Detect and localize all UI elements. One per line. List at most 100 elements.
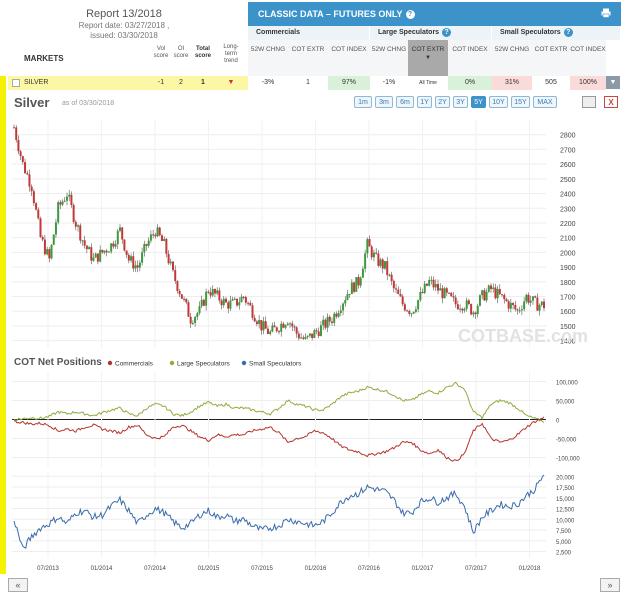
candle: [101, 249, 104, 253]
print-chart-button[interactable]: [582, 96, 596, 108]
candle: [200, 299, 203, 307]
col-comm-index[interactable]: COT INDEX: [328, 40, 370, 76]
range-button-15y[interactable]: 15Y: [511, 96, 530, 108]
candle: [275, 327, 278, 332]
candle: [498, 288, 501, 295]
candle: [459, 308, 462, 310]
candle: [313, 330, 316, 338]
next-button[interactable]: »: [600, 578, 620, 592]
candle: [339, 310, 342, 313]
col-comm-52w[interactable]: 52W CHNG: [248, 40, 288, 76]
candle: [149, 234, 152, 241]
range-button-10y[interactable]: 10Y: [489, 96, 508, 108]
candle: [19, 151, 22, 157]
col-small-52w[interactable]: 52W CHNG: [492, 40, 532, 76]
y-tick-label: 2800: [560, 133, 576, 140]
help-icon[interactable]: ?: [405, 10, 415, 20]
as-of-date: as of 03/30/2018: [62, 100, 115, 107]
candle: [185, 298, 188, 303]
candle: [207, 291, 210, 293]
candle: [37, 209, 40, 219]
col-comm-extr[interactable]: COT EXTR: [288, 40, 328, 76]
candle: [450, 292, 453, 297]
prev-button[interactable]: «: [8, 578, 28, 592]
candle: [540, 301, 543, 306]
range-button-6m[interactable]: 6m: [396, 96, 414, 108]
series-small-speculators: [13, 474, 545, 549]
cot-chart: COT Net Positions Commercials Large Specul…: [12, 357, 580, 572]
candle: [452, 296, 455, 298]
print-icon[interactable]: [601, 8, 611, 18]
range-button-1m[interactable]: 1m: [354, 96, 372, 108]
range-button-max[interactable]: MAX: [533, 96, 557, 108]
candle: [512, 302, 515, 306]
candle: [48, 249, 51, 259]
y-tick-label: 0: [556, 419, 560, 425]
candle: [295, 327, 298, 334]
y-tick-label: 7,500: [556, 529, 572, 535]
range-button-1y[interactable]: 1Y: [417, 96, 432, 108]
candle: [24, 162, 27, 174]
y-tick-label: 100,000: [556, 381, 578, 387]
small-index: 100%: [570, 76, 606, 90]
candle: [79, 225, 82, 241]
help-icon[interactable]: ?: [442, 27, 452, 37]
candle: [286, 323, 289, 326]
candle: [205, 291, 208, 306]
candle: [381, 259, 384, 269]
candle: [262, 321, 265, 331]
range-button-5y[interactable]: 5Y: [471, 96, 486, 108]
y-tick-label: 2,500: [556, 551, 572, 557]
help-icon[interactable]: ?: [563, 27, 573, 37]
dropdown-button[interactable]: ▼: [606, 76, 620, 89]
candle: [280, 323, 283, 332]
candle: [408, 310, 411, 314]
candle: [264, 321, 267, 329]
market-name[interactable]: SILVER: [24, 79, 49, 86]
group-small-speculators: Small Speculators?: [492, 26, 621, 40]
col-large-52w[interactable]: 52W CHNG: [370, 40, 408, 76]
col-small-extr[interactable]: COT EXTR: [532, 40, 570, 76]
candle: [238, 302, 241, 306]
range-button-3y[interactable]: 3Y: [453, 96, 468, 108]
small-extr: 505: [545, 79, 557, 86]
candle: [494, 287, 497, 299]
y-tick-label: 17,500: [556, 486, 575, 492]
candle: [160, 235, 163, 241]
candle: [15, 127, 18, 140]
close-chart-button[interactable]: X: [604, 96, 618, 108]
candle: [353, 282, 356, 292]
col-small-index[interactable]: COT INDEX: [570, 40, 606, 76]
candle: [32, 191, 35, 204]
candle: [350, 282, 353, 295]
candle: [388, 274, 391, 276]
range-button-2y[interactable]: 2Y: [435, 96, 450, 108]
comm-extr: 1: [306, 79, 310, 86]
candle: [414, 309, 417, 312]
col-large-index[interactable]: COT INDEX: [448, 40, 492, 76]
candle: [225, 298, 227, 303]
candle: [92, 257, 95, 261]
legend-marker: [169, 360, 175, 366]
candle: [50, 244, 53, 259]
candle: [74, 221, 77, 227]
candle: [386, 261, 389, 276]
checkbox[interactable]: [12, 76, 20, 90]
col-large-extr[interactable]: COT EXTR ▼: [408, 40, 448, 76]
candle: [315, 330, 318, 332]
candle: [496, 288, 499, 299]
candle: [255, 321, 258, 325]
candle: [461, 308, 464, 311]
candle: [13, 127, 15, 129]
candle: [368, 239, 371, 247]
y-tick-label: 20,000: [556, 475, 575, 481]
report-header: Report 13/2018 Report date: 03/27/2018 ,…: [0, 0, 248, 70]
candle: [476, 305, 479, 315]
range-button-3m[interactable]: 3m: [375, 96, 393, 108]
candle: [216, 290, 219, 294]
market-row[interactable]: SILVER -1 2 1 ▼ -3% 1 97% -1% All Time 0…: [8, 76, 606, 90]
x-tick-label: 01/2018: [519, 566, 541, 572]
group-large-speculators: Large Speculators?: [370, 26, 492, 40]
candle: [527, 294, 530, 303]
candle: [165, 238, 168, 254]
